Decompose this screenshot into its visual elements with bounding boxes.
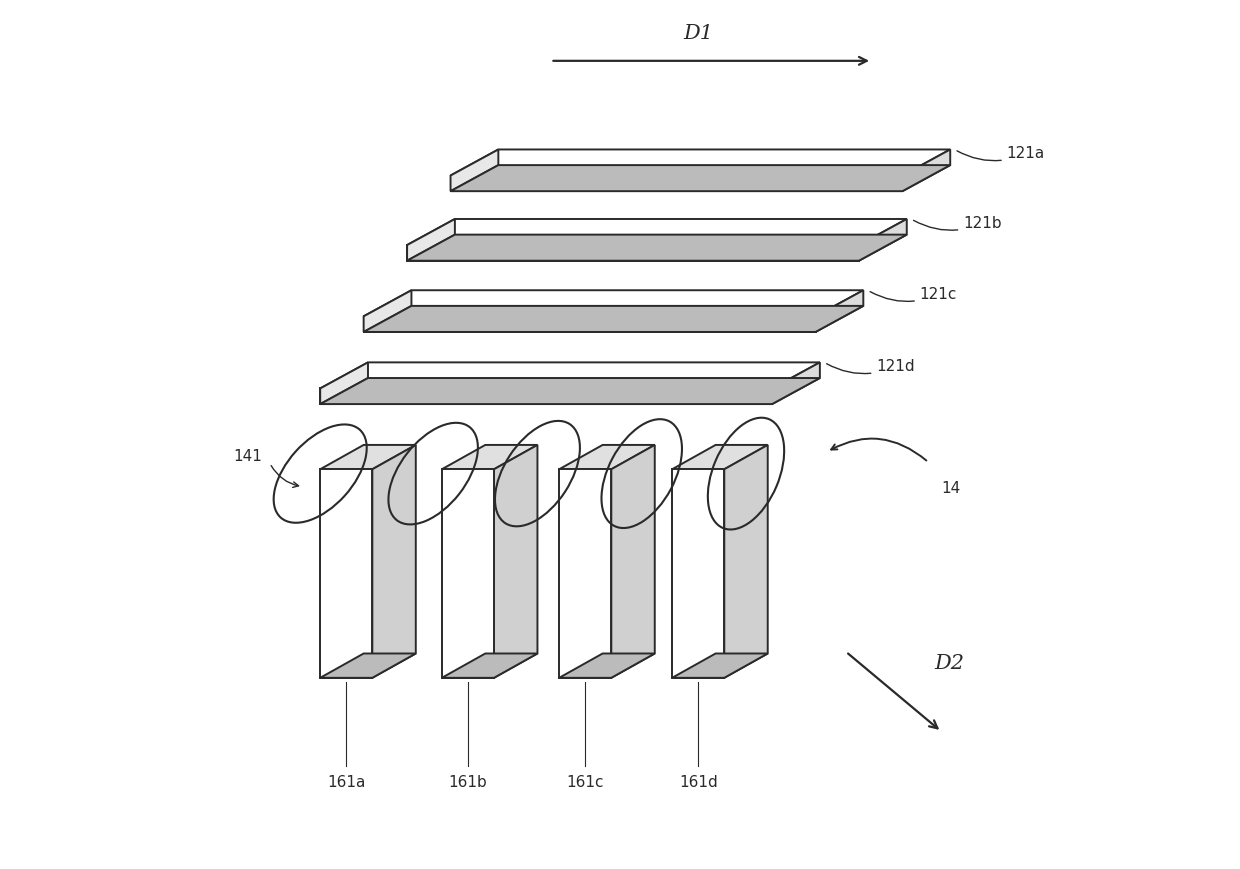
Polygon shape: [363, 290, 863, 316]
Polygon shape: [407, 245, 859, 261]
Polygon shape: [724, 445, 768, 678]
Polygon shape: [450, 149, 498, 191]
Polygon shape: [672, 469, 724, 678]
Polygon shape: [320, 362, 368, 404]
Text: D2: D2: [935, 654, 965, 673]
Polygon shape: [320, 469, 372, 678]
Polygon shape: [320, 388, 773, 404]
Polygon shape: [441, 445, 537, 469]
Polygon shape: [450, 149, 950, 176]
Polygon shape: [407, 219, 906, 245]
Polygon shape: [407, 219, 455, 261]
Polygon shape: [320, 653, 415, 678]
Polygon shape: [363, 316, 816, 332]
Polygon shape: [450, 176, 903, 191]
Polygon shape: [494, 445, 537, 678]
Polygon shape: [363, 306, 863, 332]
Polygon shape: [450, 165, 950, 191]
Text: 161c: 161c: [567, 774, 604, 790]
Polygon shape: [320, 378, 820, 404]
Polygon shape: [559, 445, 655, 469]
Polygon shape: [320, 362, 820, 388]
Text: 14: 14: [941, 481, 961, 496]
Polygon shape: [559, 653, 655, 678]
Polygon shape: [559, 469, 611, 678]
Polygon shape: [441, 469, 494, 678]
Polygon shape: [672, 653, 768, 678]
Text: 121d: 121d: [827, 359, 915, 375]
Polygon shape: [407, 235, 906, 261]
Polygon shape: [611, 445, 655, 678]
Text: 161d: 161d: [678, 774, 718, 790]
Polygon shape: [363, 290, 412, 332]
Polygon shape: [672, 445, 768, 469]
Text: 161a: 161a: [327, 774, 366, 790]
Text: 121c: 121c: [870, 287, 957, 302]
Polygon shape: [903, 149, 950, 191]
Text: D1: D1: [683, 24, 713, 43]
Text: 121a: 121a: [957, 146, 1045, 162]
Polygon shape: [441, 653, 537, 678]
Text: 121b: 121b: [914, 216, 1002, 231]
Polygon shape: [773, 362, 820, 404]
Text: 161b: 161b: [449, 774, 487, 790]
Polygon shape: [372, 445, 415, 678]
Polygon shape: [816, 290, 863, 332]
Polygon shape: [859, 219, 906, 261]
Polygon shape: [320, 445, 415, 469]
Text: 141: 141: [233, 448, 262, 464]
